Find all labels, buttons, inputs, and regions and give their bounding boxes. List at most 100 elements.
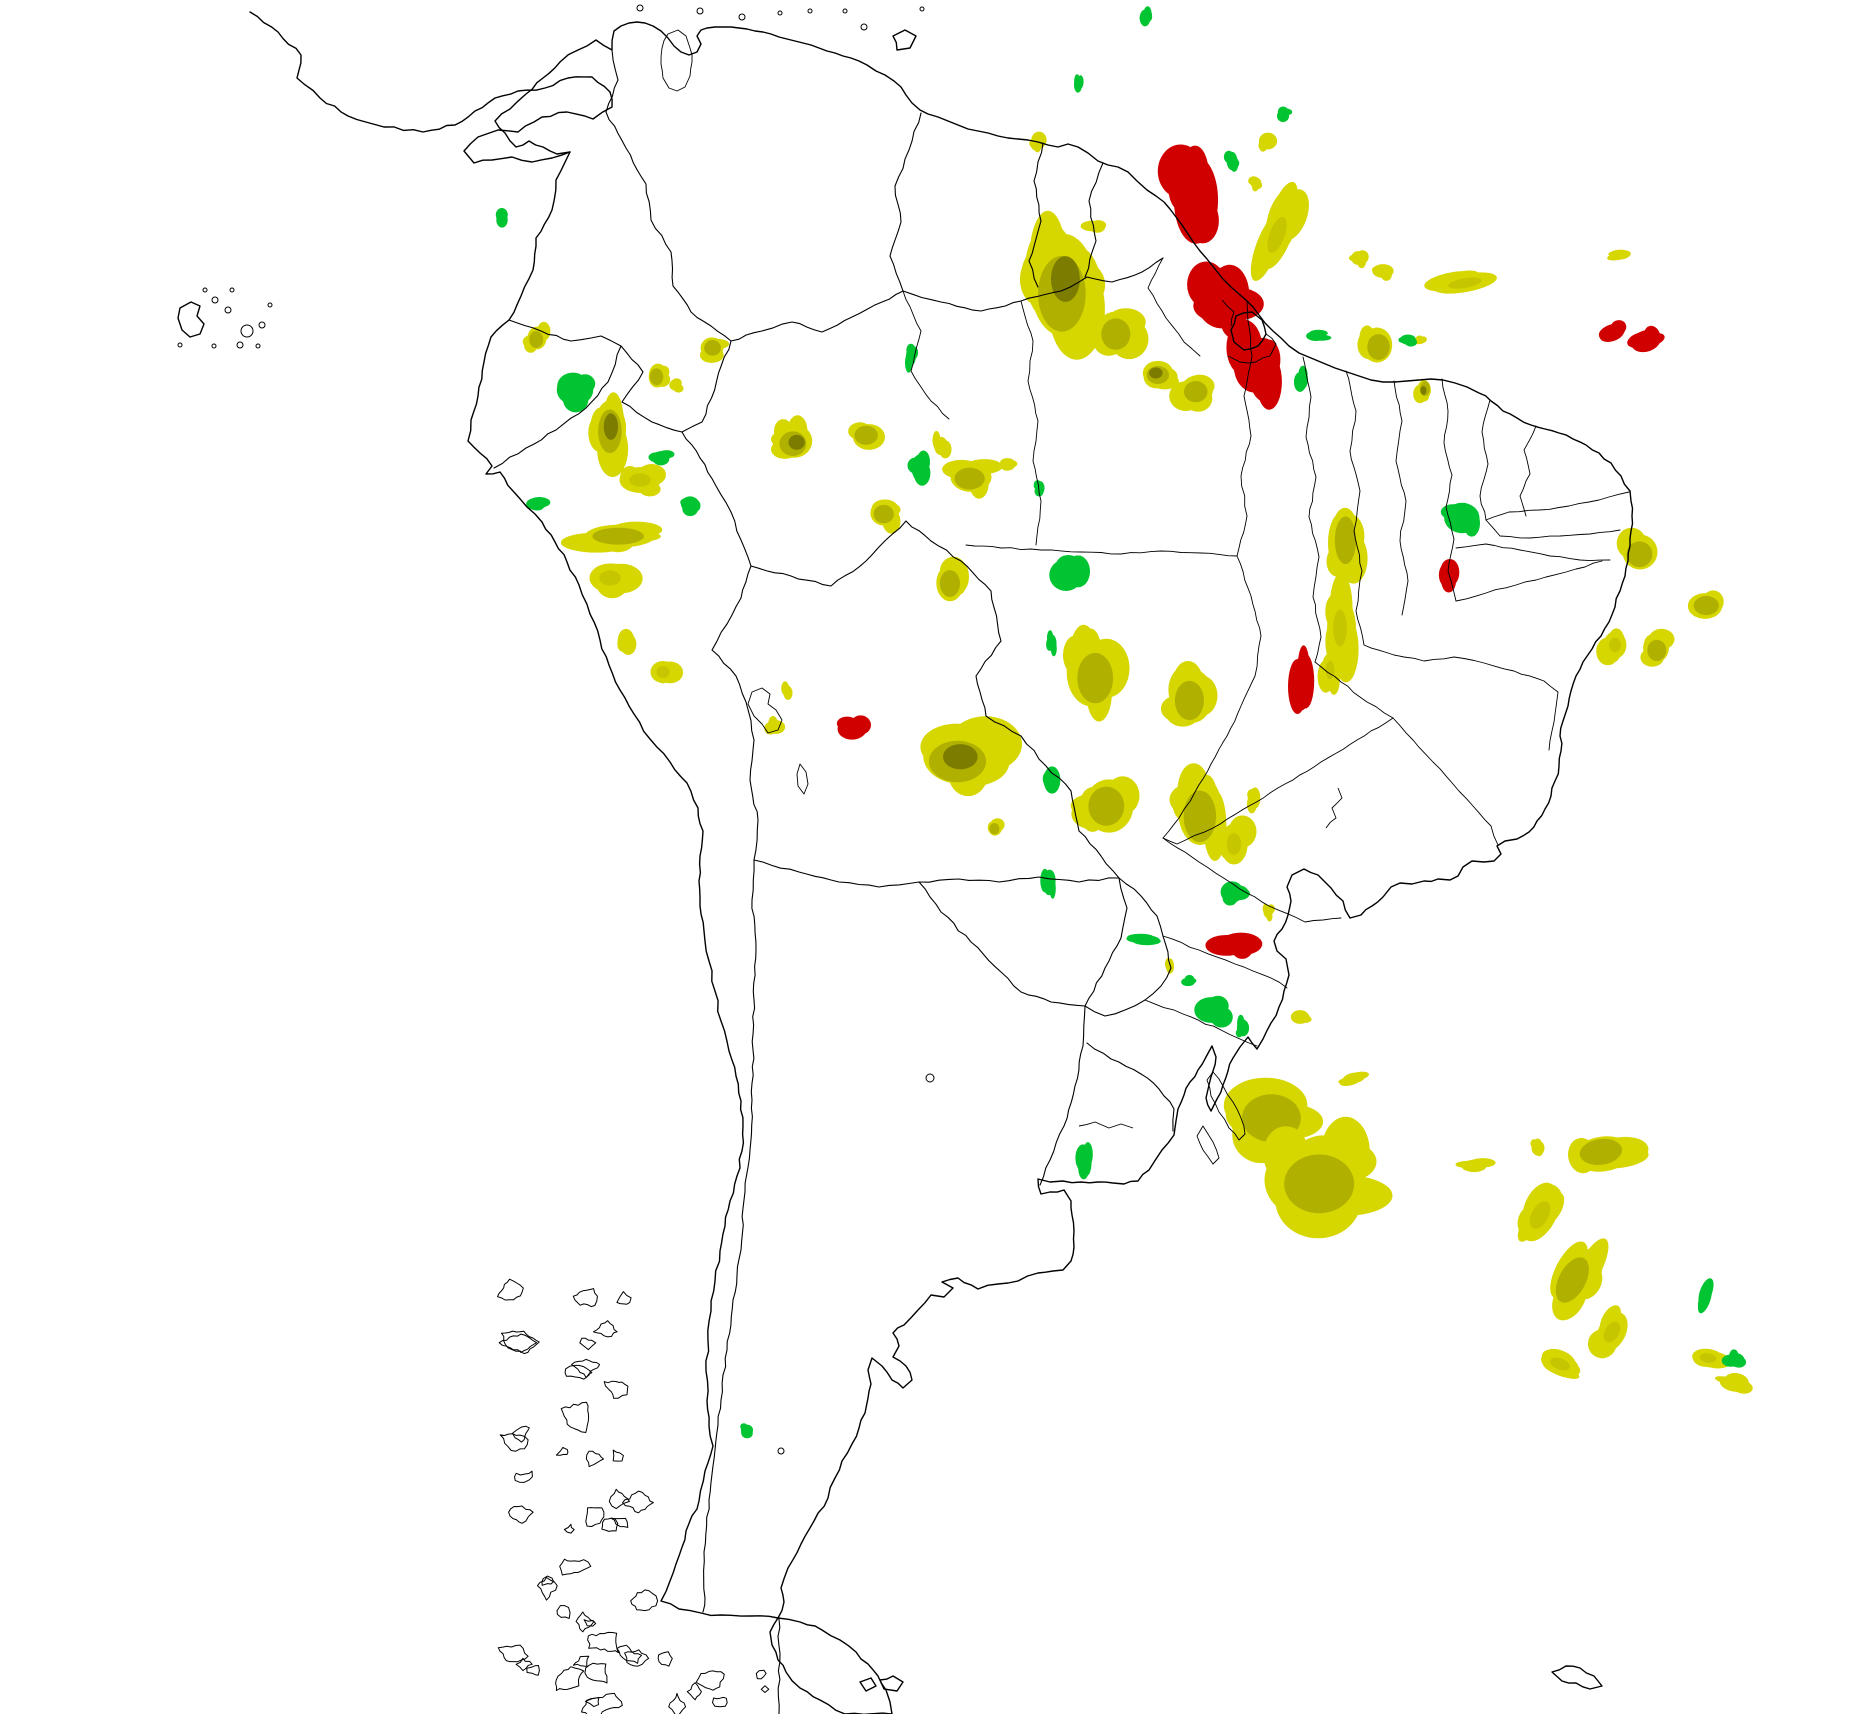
fjord-island (616, 1291, 632, 1305)
outline-uruguay-river (1039, 1005, 1086, 1186)
outline-state-minas-rio (1392, 717, 1499, 846)
outline-venezuela-colombia (605, 49, 732, 342)
island-dot (255, 343, 261, 349)
outline-south-georgia (1551, 1665, 1603, 1690)
island-dot (236, 341, 244, 349)
precip-cell-green (648, 450, 675, 466)
precip-cell-yellow (848, 422, 885, 450)
outline-state-bahia-minas (1363, 644, 1559, 751)
fjord-island (572, 1655, 590, 1667)
outline-paraguay-argentina-east (1084, 877, 1128, 1007)
precip-cell-green (1075, 1142, 1093, 1180)
precip-cell-yellow (1550, 1238, 1609, 1321)
precip-cell-yellow (1325, 572, 1359, 683)
outline-state-tocantins-maranhao (1345, 370, 1365, 646)
precip-cell-yellow (1080, 220, 1107, 233)
precip-cell-yellow (1414, 335, 1427, 345)
outline-lake-maracaibo (660, 29, 693, 92)
outline-state-matogrosso-goias (1162, 555, 1262, 839)
fjord-island (581, 1692, 623, 1714)
precip-cell-green (1223, 150, 1240, 172)
precip-cell-yellow (1250, 181, 1309, 281)
island-dot (202, 287, 208, 293)
precip-cell-green (1276, 106, 1293, 123)
islands-layer (177, 4, 935, 1455)
precip-cell-yellow (1070, 776, 1140, 833)
outline-lagoa-mirim (1196, 1125, 1220, 1165)
precip-cell-yellow (1338, 1071, 1369, 1086)
fjord-island (603, 1380, 629, 1399)
island-dot (777, 10, 783, 16)
precip-cell-yellow (588, 392, 629, 477)
island-dot (267, 302, 273, 308)
precip-cell-yellow (1169, 763, 1227, 861)
outline-state-paraiba (1485, 491, 1630, 521)
fjord-island (526, 1665, 540, 1676)
precip-cell-yellow (1258, 132, 1278, 152)
fjord-island (585, 1450, 604, 1468)
precip-cell-yellow (1290, 1010, 1312, 1024)
outline-continent-coast (467, 21, 1634, 1619)
lakes-rivers-layer (660, 29, 1343, 1165)
outline-state-alagoas (1455, 543, 1611, 562)
fjord-island (608, 1488, 630, 1510)
outline-paraguay-argentina-west (918, 881, 1086, 1007)
fjord-island (498, 1333, 538, 1353)
island-dot (842, 8, 848, 14)
island-dot (211, 296, 219, 304)
outline-state-maranhao-piaui (1393, 380, 1409, 616)
precip-cell-yellow (560, 521, 663, 553)
precip-cell-yellow (619, 464, 666, 497)
precip-cell-yellow (1248, 176, 1263, 192)
precip-cell-yellow (1424, 270, 1497, 294)
state-borders-layer (902, 257, 1630, 1047)
precip-cell-green (1235, 1014, 1250, 1038)
fjord-island (585, 1507, 605, 1527)
island-dot (696, 7, 704, 15)
precip-cell-green (1306, 329, 1332, 341)
precip-cell-red (1205, 932, 1263, 959)
island-dot (925, 1073, 935, 1083)
fjord-island (497, 1644, 529, 1663)
outline-rio-negro-uruguay (1078, 1121, 1134, 1129)
precip-cell-red (1627, 325, 1665, 353)
precip-cell-yellow (1142, 360, 1180, 390)
outline-peru-brazil (681, 431, 752, 567)
outline-falkland-east (879, 1675, 904, 1692)
precip-cell-yellow (1371, 264, 1394, 281)
fjord-island (501, 1330, 540, 1355)
precip-cell-green (1074, 74, 1084, 93)
precip-cell-yellow (1063, 624, 1130, 722)
precip-cell-red (1187, 261, 1264, 339)
outline-state-ceara-east (1479, 399, 1491, 521)
precip-cell-red (1598, 320, 1627, 342)
island-dot (777, 1447, 785, 1455)
outline-suriname-guiana (1084, 162, 1104, 278)
fjord-island (563, 1523, 575, 1534)
outline-bolivia-brazil (750, 520, 1120, 879)
precip-cell-yellow (1348, 250, 1369, 269)
fjord-island (587, 1631, 619, 1654)
outline-argentina-brazil (1084, 999, 1146, 1017)
precip-cell-green (556, 372, 596, 413)
precip-cell-yellow (1169, 374, 1215, 412)
outline-paraguay-brazil-east (1118, 877, 1164, 937)
precip-cell-green (1046, 630, 1057, 657)
precip-cell-green (1042, 766, 1061, 794)
fjord-island (584, 1662, 608, 1684)
precip-cell-red (1157, 144, 1219, 244)
outline-bolivia-paraguay (918, 876, 1120, 883)
precip-cell-yellow (617, 628, 637, 655)
fjord-island (583, 1619, 597, 1627)
fjord-island (556, 1605, 571, 1619)
precip-cell-yellow (942, 459, 1003, 499)
outline-guyana-suriname (1028, 142, 1044, 288)
fjord-island (616, 1644, 642, 1664)
outline-lake-titicaca (747, 687, 783, 734)
fjord-island (630, 1589, 659, 1612)
fjord-island (564, 1364, 593, 1380)
precip-cell-yellow (1714, 1372, 1753, 1394)
island-dot (177, 342, 183, 348)
